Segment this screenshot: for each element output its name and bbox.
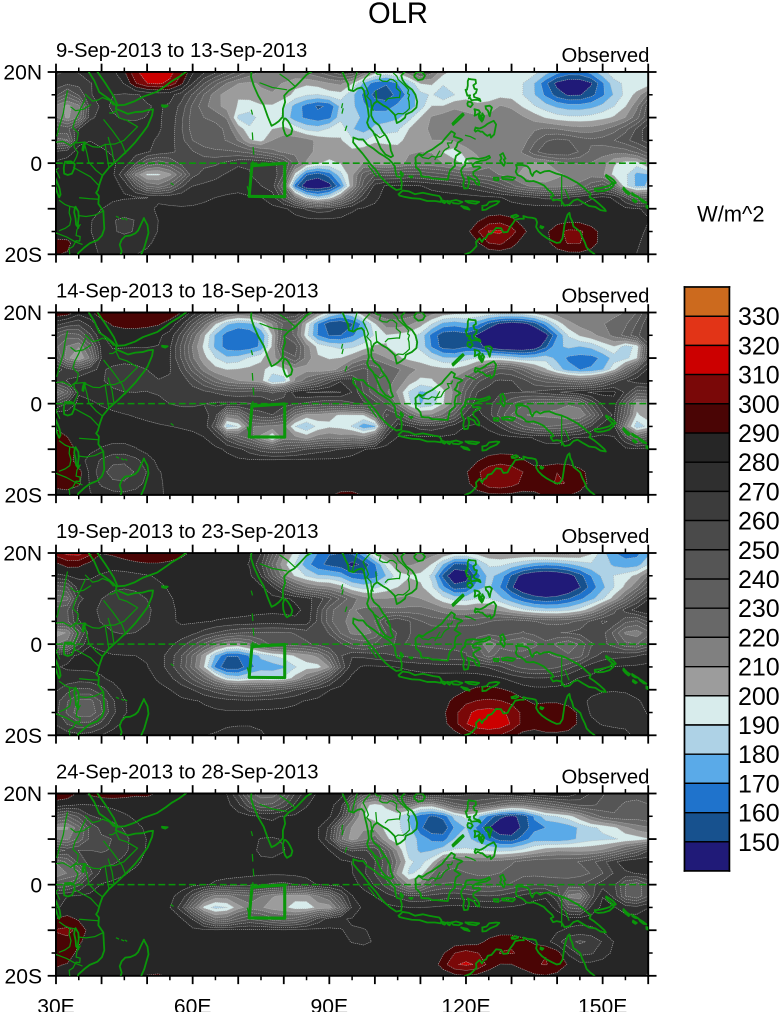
svg-text:20S: 20S — [5, 725, 43, 748]
svg-text:180: 180 — [738, 741, 780, 769]
svg-text:150: 150 — [738, 829, 780, 857]
svg-text:200: 200 — [738, 683, 780, 711]
svg-text:260: 260 — [738, 508, 780, 536]
svg-text:20S: 20S — [5, 965, 43, 988]
svg-text:60E: 60E — [174, 995, 212, 1012]
svg-text:170: 170 — [738, 770, 780, 798]
svg-text:20S: 20S — [5, 244, 43, 267]
svg-text:230: 230 — [738, 595, 780, 623]
svg-text:220: 220 — [738, 624, 780, 652]
svg-text:30E: 30E — [37, 995, 75, 1012]
svg-text:0: 0 — [30, 153, 42, 176]
svg-text:20S: 20S — [5, 484, 43, 507]
svg-text:0: 0 — [30, 634, 42, 657]
svg-text:160: 160 — [738, 800, 780, 828]
svg-text:210: 210 — [738, 654, 780, 682]
svg-text:240: 240 — [738, 566, 780, 594]
svg-text:Observed: Observed — [562, 526, 650, 548]
svg-text:14-Sep-2013 to 18-Sep-2013: 14-Sep-2013 to 18-Sep-2013 — [56, 281, 319, 303]
svg-text:290: 290 — [738, 420, 780, 448]
svg-text:90E: 90E — [311, 995, 349, 1012]
svg-text:270: 270 — [738, 478, 780, 506]
svg-text:190: 190 — [738, 712, 780, 740]
svg-text:250: 250 — [738, 537, 780, 565]
svg-text:Observed: Observed — [562, 285, 650, 307]
svg-text:OLR: OLR — [368, 0, 428, 30]
svg-text:300: 300 — [738, 391, 780, 419]
svg-text:24-Sep-2013 to 28-Sep-2013: 24-Sep-2013 to 28-Sep-2013 — [56, 762, 319, 784]
svg-text:9-Sep-2013 to 13-Sep-2013: 9-Sep-2013 to 13-Sep-2013 — [56, 40, 307, 62]
svg-text:W/m^2: W/m^2 — [697, 202, 765, 227]
svg-text:20N: 20N — [3, 62, 42, 85]
svg-text:Observed: Observed — [562, 45, 650, 67]
svg-text:150E: 150E — [578, 995, 627, 1012]
svg-text:20N: 20N — [3, 543, 42, 566]
svg-text:280: 280 — [738, 449, 780, 477]
svg-text:0: 0 — [30, 874, 42, 897]
svg-text:20N: 20N — [3, 783, 42, 806]
svg-text:0: 0 — [30, 393, 42, 416]
svg-text:310: 310 — [738, 362, 780, 390]
svg-text:320: 320 — [738, 332, 780, 360]
svg-text:330: 330 — [738, 303, 780, 331]
svg-text:19-Sep-2013 to 23-Sep-2013: 19-Sep-2013 to 23-Sep-2013 — [56, 521, 319, 543]
svg-text:Observed: Observed — [562, 766, 650, 788]
svg-text:120E: 120E — [441, 995, 490, 1012]
svg-text:20N: 20N — [3, 302, 42, 325]
